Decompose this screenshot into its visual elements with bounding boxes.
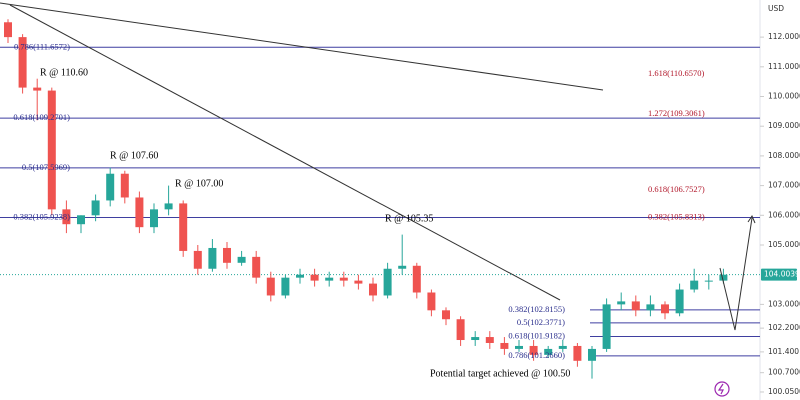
candle-body <box>281 277 290 296</box>
candle-body <box>515 345 523 349</box>
extension-label: 0.382(105.8313) <box>648 211 705 221</box>
candle-body <box>675 289 684 314</box>
fib-label: 0.786(111.6572) <box>14 41 70 51</box>
candles <box>4 19 728 379</box>
candle-body <box>690 280 699 290</box>
candle-body <box>193 250 202 269</box>
candle-body <box>631 301 640 311</box>
annotation: R @ 107.60 <box>110 150 158 161</box>
candle-body <box>412 265 421 293</box>
fib-label: 0.5(107.5969) <box>22 162 70 172</box>
extension-label: 0.618(106.7527) <box>648 184 705 194</box>
candle-body <box>529 345 538 355</box>
candle-body <box>47 90 56 210</box>
candle-body <box>704 280 713 282</box>
alert-icon[interactable] <box>714 381 730 397</box>
fib-label: 0.786(101.2660) <box>508 350 565 360</box>
candle-body <box>354 280 363 284</box>
candle-body <box>485 337 494 343</box>
candle-body <box>573 345 582 361</box>
trend-line <box>0 2 604 91</box>
annotation: Potential target achieved @ 100.50 <box>430 368 570 379</box>
candle-body <box>252 256 261 278</box>
candle-body <box>661 304 669 314</box>
candle-body <box>106 173 115 201</box>
y-tick-label: 110.0000 <box>768 92 800 101</box>
candle-body <box>325 277 334 281</box>
candle-body <box>296 274 304 278</box>
y-tick-label: 102.2000 <box>768 323 800 332</box>
candle-body <box>369 283 377 296</box>
currency: USD <box>768 4 784 13</box>
fib-label: 0.5(102.3771) <box>517 317 565 327</box>
annotation: R @ 107.00 <box>175 178 223 189</box>
candle-body <box>471 337 480 341</box>
fib-label: 0.382(105.9238) <box>13 212 70 222</box>
candle-body <box>208 247 217 269</box>
candle-body <box>719 274 728 281</box>
candle-body <box>427 292 436 311</box>
fib-label: 0.382(102.8155) <box>508 304 565 314</box>
candle-body <box>500 342 509 349</box>
candle-body <box>77 215 85 225</box>
y-tick-label: 100.7000 <box>768 368 800 377</box>
candle-body <box>33 87 42 91</box>
levels <box>0 36 764 393</box>
y-tick-label: 105.0000 <box>768 240 800 249</box>
y-tick-label: 111.0000 <box>768 62 800 71</box>
candle-body <box>544 348 553 355</box>
candle-body <box>588 348 596 361</box>
y-tick-label: 108.0000 <box>768 151 800 160</box>
y-tick-label: 109.0000 <box>768 121 800 130</box>
y-tick-label: 106.0000 <box>768 210 800 219</box>
projection-arrow <box>719 217 753 331</box>
candle-body <box>456 319 465 341</box>
candle-body <box>558 345 567 349</box>
candle-body <box>179 203 188 251</box>
candle-body <box>150 209 158 228</box>
y-tick-label: 112.0000 <box>768 32 800 41</box>
candle-body <box>442 310 450 320</box>
candle-body <box>91 200 100 216</box>
y-tick-label: 103.0000 <box>768 299 800 308</box>
candle-body <box>383 268 392 296</box>
candle-body <box>18 37 27 88</box>
arrow-head <box>747 214 756 224</box>
candle-body <box>237 256 246 263</box>
fib-label: 0.618(109.2701) <box>13 112 70 122</box>
candle-body <box>4 22 12 38</box>
last-price-box <box>761 268 797 281</box>
alert-icon-bolt <box>717 383 724 395</box>
candle-body <box>602 304 611 349</box>
y-tick-label: 107.0000 <box>768 181 800 190</box>
last-price-label: 104.0039 <box>764 270 800 279</box>
candle-body <box>62 209 71 225</box>
annotation: R @ 110.60 <box>40 67 88 78</box>
candle-body <box>164 203 173 210</box>
extension-label: 1.272(109.3061) <box>648 108 705 118</box>
candle-body <box>120 173 129 198</box>
candle-body <box>398 265 407 269</box>
candle-body <box>135 197 144 228</box>
candle-body <box>223 247 231 263</box>
trend-line <box>9 4 561 301</box>
candle-body <box>339 277 348 281</box>
candle-body <box>310 274 319 281</box>
candle-body <box>617 301 626 305</box>
candle-body <box>646 304 655 311</box>
y-tick-label: 101.400 <box>768 347 799 356</box>
fib-label: 0.618(101.9182) <box>508 330 565 340</box>
extension-label: 1.618(110.6570) <box>648 68 705 78</box>
candle-body <box>266 277 275 296</box>
annotation: R @ 105.35 <box>385 213 433 224</box>
labels: 112.0000 111.0000 110.0000 109.0000 108.0000… <box>13 32 800 396</box>
